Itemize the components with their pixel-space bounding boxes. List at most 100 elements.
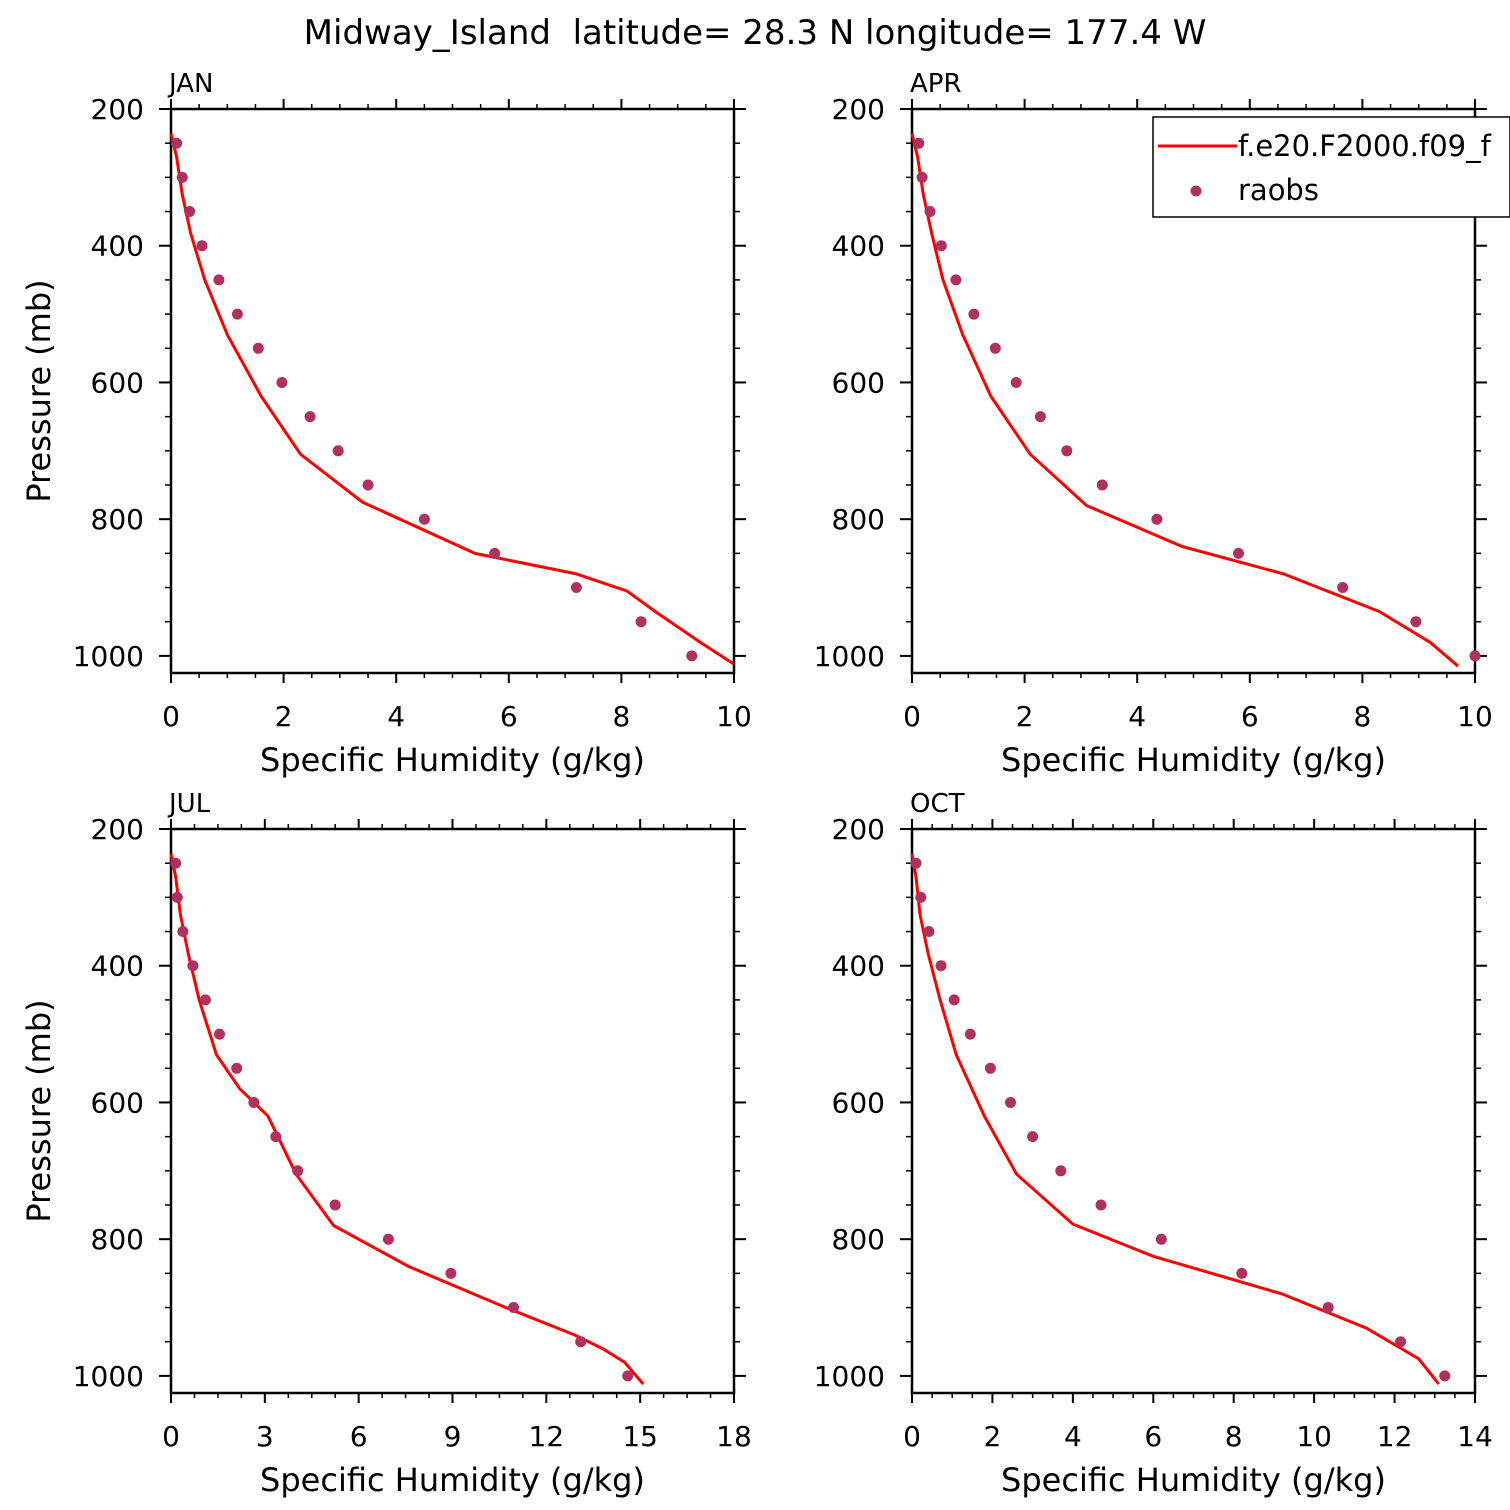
raobs-point bbox=[1322, 1302, 1334, 1313]
x-tick-label: 10 bbox=[716, 700, 752, 733]
raobs-point bbox=[1155, 1233, 1167, 1245]
raobs-point bbox=[968, 308, 980, 320]
y-tick-label: 600 bbox=[91, 366, 144, 399]
x-axis-label: Specific Humidity (g/kg) bbox=[260, 741, 645, 779]
panel-label: OCT bbox=[910, 789, 965, 819]
raobs-point bbox=[329, 1199, 341, 1211]
raobs-point bbox=[1034, 411, 1046, 423]
raobs-point bbox=[276, 377, 288, 388]
raobs-point bbox=[270, 1131, 282, 1143]
raobs-point bbox=[508, 1302, 519, 1313]
y-tick-label: 400 bbox=[91, 950, 144, 983]
panel-label: APR bbox=[910, 69, 962, 99]
y-tick-label: 800 bbox=[91, 1223, 144, 1256]
x-tick-label: 12 bbox=[1377, 1420, 1413, 1453]
x-tick-label: 10 bbox=[1457, 700, 1493, 733]
raobs-point bbox=[1055, 1165, 1067, 1177]
x-tick-label: 18 bbox=[716, 1420, 752, 1453]
model-profile-line bbox=[169, 133, 735, 666]
raobs-point bbox=[292, 1165, 304, 1177]
y-tick-label: 400 bbox=[832, 950, 885, 983]
raobs-point bbox=[1005, 1097, 1016, 1108]
figure-title: Midway_Island latitude= 28.3 N longitude… bbox=[304, 13, 1207, 53]
raobs-point bbox=[916, 171, 928, 183]
raobs-point bbox=[171, 137, 183, 149]
x-tick-label: 6 bbox=[350, 1420, 368, 1453]
model-profile-line bbox=[910, 853, 1440, 1386]
y-tick-label: 1000 bbox=[73, 1360, 144, 1393]
raobs-point bbox=[213, 274, 225, 286]
panel-jul: 0 3 6 9 12 15 18 200 400 600 800 1000 JUL Specific Hu… bbox=[20, 789, 752, 1499]
raobs-point bbox=[199, 994, 211, 1006]
y-tick-label: 600 bbox=[832, 366, 885, 399]
x-tick-label: 0 bbox=[903, 700, 921, 733]
raobs-point bbox=[935, 240, 947, 252]
raobs-point bbox=[1010, 377, 1022, 388]
raobs-point bbox=[177, 926, 189, 937]
y-tick-label: 800 bbox=[832, 503, 885, 536]
raobs-point bbox=[1096, 479, 1108, 491]
raobs-point bbox=[231, 308, 243, 320]
plot-frame bbox=[169, 107, 736, 675]
x-axis-label: Specific Humidity (g/kg) bbox=[260, 1461, 645, 1499]
panel-apr: 0 2 4 6 8 10 200 400 600 800 1000 APR Specific Humid… bbox=[814, 69, 1493, 779]
raobs-point bbox=[1095, 1199, 1107, 1211]
raobs-point bbox=[1469, 650, 1481, 662]
panel-jan: 0 2 4 6 8 10 200 400 600 800 1000 JAN Specific Humid… bbox=[20, 69, 752, 779]
panel-oct: 0 2 4 6 8 10 12 14 200 400 600 800 1000 OCT Specific H… bbox=[814, 789, 1493, 1499]
plot-frame bbox=[910, 827, 1477, 1395]
x-tick-label: 10 bbox=[1296, 1420, 1332, 1453]
x-tick-label: 15 bbox=[622, 1420, 658, 1453]
raobs-point bbox=[304, 411, 316, 423]
raobs-point bbox=[187, 960, 199, 972]
raobs-point bbox=[176, 171, 188, 183]
x-tick-label: 6 bbox=[1144, 1420, 1162, 1453]
legend-obs-swatch bbox=[1190, 185, 1202, 197]
x-tick-label: 4 bbox=[1064, 1420, 1082, 1453]
raobs-point bbox=[913, 137, 925, 149]
x-tick-label: 9 bbox=[444, 1420, 462, 1453]
raobs-point bbox=[1233, 547, 1244, 559]
raobs-point bbox=[252, 342, 264, 354]
raobs-point bbox=[984, 1062, 996, 1074]
raobs-point bbox=[184, 206, 196, 217]
raobs-point bbox=[332, 445, 344, 457]
raobs-point bbox=[575, 1336, 587, 1348]
x-tick-label: 4 bbox=[387, 700, 405, 733]
model-profile-line bbox=[910, 133, 1460, 668]
y-tick-label: 400 bbox=[91, 230, 144, 263]
y-tick-label: 800 bbox=[91, 503, 144, 536]
x-tick-label: 6 bbox=[500, 700, 518, 733]
x-tick-label: 14 bbox=[1457, 1420, 1493, 1453]
y-tick-label: 200 bbox=[832, 93, 885, 126]
x-tick-label: 8 bbox=[1225, 1420, 1243, 1453]
y-tick-label: 400 bbox=[832, 230, 885, 263]
raobs-point bbox=[418, 513, 430, 525]
raobs-point bbox=[1061, 445, 1073, 457]
y-tick-label: 200 bbox=[91, 813, 144, 846]
raobs-point bbox=[950, 274, 962, 286]
x-tick-label: 2 bbox=[275, 700, 293, 733]
raobs-point bbox=[1439, 1370, 1451, 1382]
y-axis-label: Pressure (mb) bbox=[20, 279, 58, 502]
raobs-point bbox=[231, 1062, 243, 1074]
y-tick-label: 1000 bbox=[814, 1360, 885, 1393]
x-tick-label: 8 bbox=[1353, 700, 1371, 733]
x-tick-label: 0 bbox=[162, 700, 180, 733]
legend-obs-label: raobs bbox=[1238, 173, 1319, 207]
raobs-point bbox=[362, 479, 374, 491]
raobs-point bbox=[382, 1233, 394, 1245]
y-axis-label: Pressure (mb) bbox=[20, 999, 58, 1222]
x-tick-label: 2 bbox=[984, 1420, 1002, 1453]
raobs-point bbox=[622, 1370, 634, 1382]
x-axis-label: Specific Humidity (g/kg) bbox=[1001, 741, 1386, 779]
raobs-point bbox=[1151, 513, 1163, 525]
x-tick-label: 2 bbox=[1016, 700, 1034, 733]
raobs-point bbox=[910, 857, 922, 869]
x-tick-label: 0 bbox=[903, 1420, 921, 1453]
raobs-point bbox=[686, 650, 698, 662]
x-tick-label: 8 bbox=[612, 700, 630, 733]
raobs-point bbox=[248, 1097, 260, 1108]
raobs-point bbox=[915, 891, 927, 903]
